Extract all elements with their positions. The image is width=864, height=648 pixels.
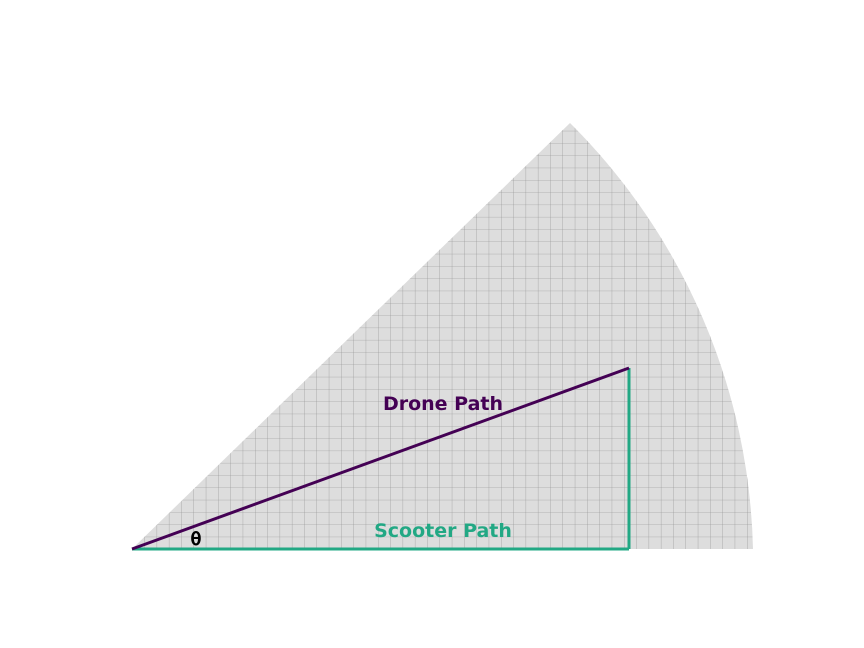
scooter-path-label: Scooter Path <box>374 520 512 542</box>
drone-path-label: Drone Path <box>383 393 503 415</box>
sector <box>132 123 753 549</box>
drone-path-line <box>131 366 630 551</box>
sector-grid <box>132 123 753 549</box>
angle-theta-label: θ <box>190 528 201 550</box>
